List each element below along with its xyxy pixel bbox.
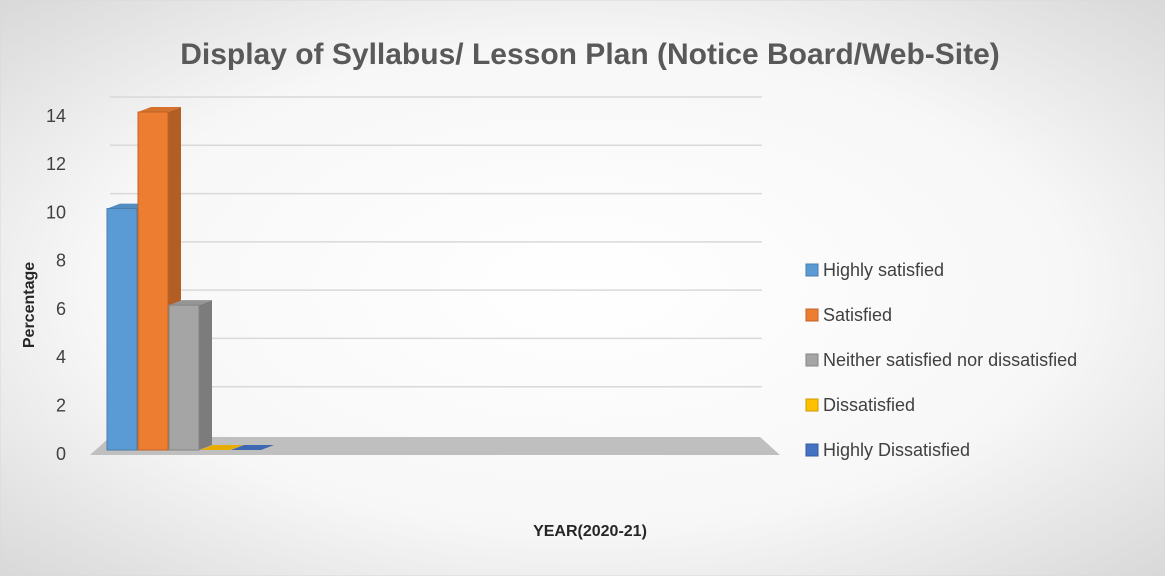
- legend-label: Highly Dissatisfied: [823, 440, 970, 460]
- y-axis-title: Percentage: [21, 262, 38, 348]
- bar-front: [106, 208, 138, 451]
- y-tick-label: 8: [56, 251, 66, 271]
- bar-top: [200, 445, 243, 450]
- legend-swatch: [805, 308, 819, 322]
- x-axis-title: YEAR(2020-21): [533, 523, 647, 540]
- y-tick-label: 0: [56, 444, 66, 464]
- legend-swatch: [805, 353, 819, 367]
- legend-swatch: [805, 443, 819, 457]
- y-tick-label: 4: [56, 347, 66, 367]
- legend-swatch: [805, 398, 819, 412]
- chart-title: Display of Syllabus/ Lesson Plan (Notice…: [180, 38, 1000, 71]
- bar-side: [199, 300, 212, 450]
- bar-top: [138, 107, 181, 112]
- y-tick-label: 10: [46, 202, 66, 222]
- bar: [168, 300, 212, 451]
- bar: [200, 445, 243, 450]
- y-tick-label: 14: [46, 106, 66, 126]
- bar-front: [137, 111, 169, 451]
- legend-label: Satisfied: [823, 305, 892, 325]
- y-tick-label: 2: [56, 395, 66, 415]
- legend-label: Neither satisfied nor dissatisfied: [823, 350, 1077, 370]
- legend-label: Dissatisfied: [823, 395, 915, 415]
- legend-swatch: [805, 263, 819, 277]
- bar-top: [231, 445, 274, 450]
- legend-label: Highly satisfied: [823, 260, 944, 280]
- y-tick-label: 12: [46, 154, 66, 174]
- y-tick-label: 6: [56, 299, 66, 319]
- bar-top: [169, 300, 212, 306]
- floor: [90, 437, 780, 455]
- bar: [231, 445, 274, 450]
- bar-front: [168, 304, 200, 451]
